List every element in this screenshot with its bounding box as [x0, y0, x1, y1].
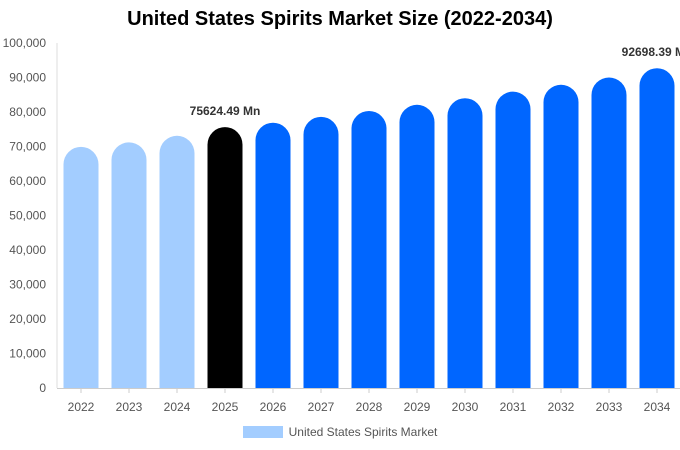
data-label-2034: 92698.39 Mn [622, 45, 680, 59]
data-labels: 75624.49 Mn 92698.39 Mn [190, 45, 680, 118]
data-label-2025: 75624.49 Mn [190, 104, 261, 118]
y-tick-label: 80,000 [9, 105, 46, 119]
y-tick-label: 30,000 [9, 278, 46, 292]
x-tick-label: 2024 [164, 400, 191, 414]
y-tick-label: 60,000 [9, 174, 46, 188]
legend[interactable]: United States Spirits Market [0, 425, 680, 439]
bar-2034[interactable] [639, 68, 675, 388]
y-tick-label: 70,000 [9, 140, 46, 154]
bar-2031[interactable] [495, 91, 531, 389]
x-tick-label: 2029 [404, 400, 431, 414]
x-tick-label: 2022 [68, 400, 95, 414]
y-tick-label: 10,000 [9, 347, 46, 361]
bar-2025[interactable] [207, 127, 243, 389]
x-tick-label: 2030 [452, 400, 479, 414]
x-tick-label: 2026 [260, 400, 287, 414]
y-axis: 0 10,000 20,000 30,000 40,000 50,000 60,000 70,… [3, 36, 58, 395]
legend-swatch [242, 426, 283, 438]
x-tick-label: 2027 [308, 400, 335, 414]
bar-2024[interactable] [159, 135, 195, 388]
y-tick-label: 50,000 [9, 209, 46, 223]
x-tick-label: 2034 [644, 400, 671, 414]
bar-2032[interactable] [543, 84, 579, 389]
y-tick-label: 40,000 [9, 243, 46, 257]
bars [63, 68, 675, 389]
y-tick-label: 0 [39, 381, 46, 395]
legend-label: United States Spirits Market [288, 425, 438, 439]
y-tick-label: 20,000 [9, 312, 46, 326]
bar-2022[interactable] [63, 146, 99, 388]
bar-2026[interactable] [255, 122, 291, 389]
bar-2033[interactable] [591, 77, 627, 389]
bar-2029[interactable] [399, 104, 435, 388]
x-tick-label: 2023 [116, 400, 143, 414]
x-tick-label: 2025 [212, 400, 239, 414]
bar-2028[interactable] [351, 110, 387, 388]
x-tick-label: 2028 [356, 400, 383, 414]
y-tick-label: 90,000 [9, 71, 46, 85]
x-tick-label: 2031 [500, 400, 527, 414]
chart-title: United States Spirits Market Size (2022-… [127, 8, 553, 30]
x-tick-label: 2033 [596, 400, 623, 414]
y-tick-label: 100,000 [3, 36, 47, 50]
x-tick-label: 2032 [548, 400, 575, 414]
bar-2030[interactable] [447, 98, 483, 388]
x-axis: 2022 2023 2024 2025 2026 2027 2028 2029 2030 2031… [57, 388, 680, 414]
bar-2027[interactable] [303, 116, 339, 388]
bar-2023[interactable] [111, 142, 147, 388]
